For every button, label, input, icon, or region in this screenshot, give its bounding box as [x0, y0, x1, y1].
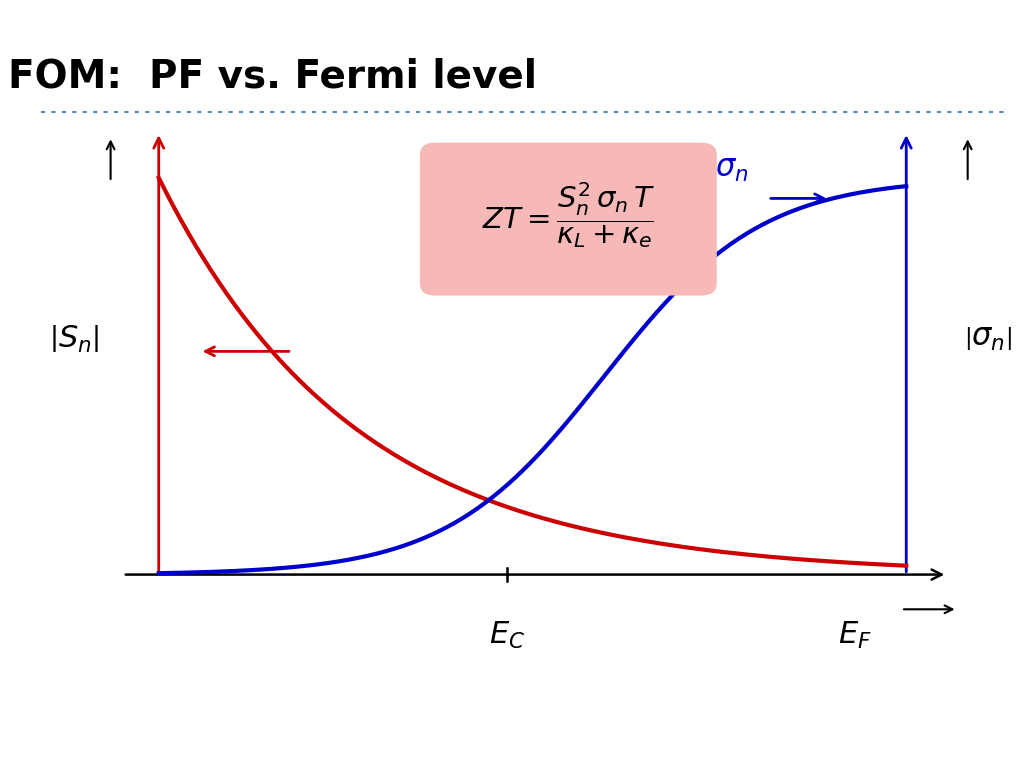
Text: $E_F$: $E_F$	[838, 620, 872, 651]
FancyBboxPatch shape	[420, 143, 717, 296]
Text: 15: 15	[965, 725, 993, 746]
Text: $E_C$: $E_C$	[488, 620, 525, 651]
Text: Lundstrom nanoHUB-U Fall 2013: Lundstrom nanoHUB-U Fall 2013	[366, 727, 658, 744]
Text: NANOHUB   PURDUE
           UNIVERSITY: NANOHUB PURDUE UNIVERSITY	[39, 724, 145, 746]
Text: $ZT = \dfrac{S_n^2\,\sigma_n\,T}{\kappa_L + \kappa_e}$: $ZT = \dfrac{S_n^2\,\sigma_n\,T}{\kappa_…	[482, 180, 654, 250]
Text: $\left|S_n\right|$: $\left|S_n\right|$	[48, 323, 99, 355]
Text: $\left|\sigma_n\right|$: $\left|\sigma_n\right|$	[965, 324, 1012, 353]
Text: $\sigma_n$: $\sigma_n$	[716, 155, 749, 184]
Text: FOM:  PF vs. Fermi level: FOM: PF vs. Fermi level	[8, 58, 537, 96]
